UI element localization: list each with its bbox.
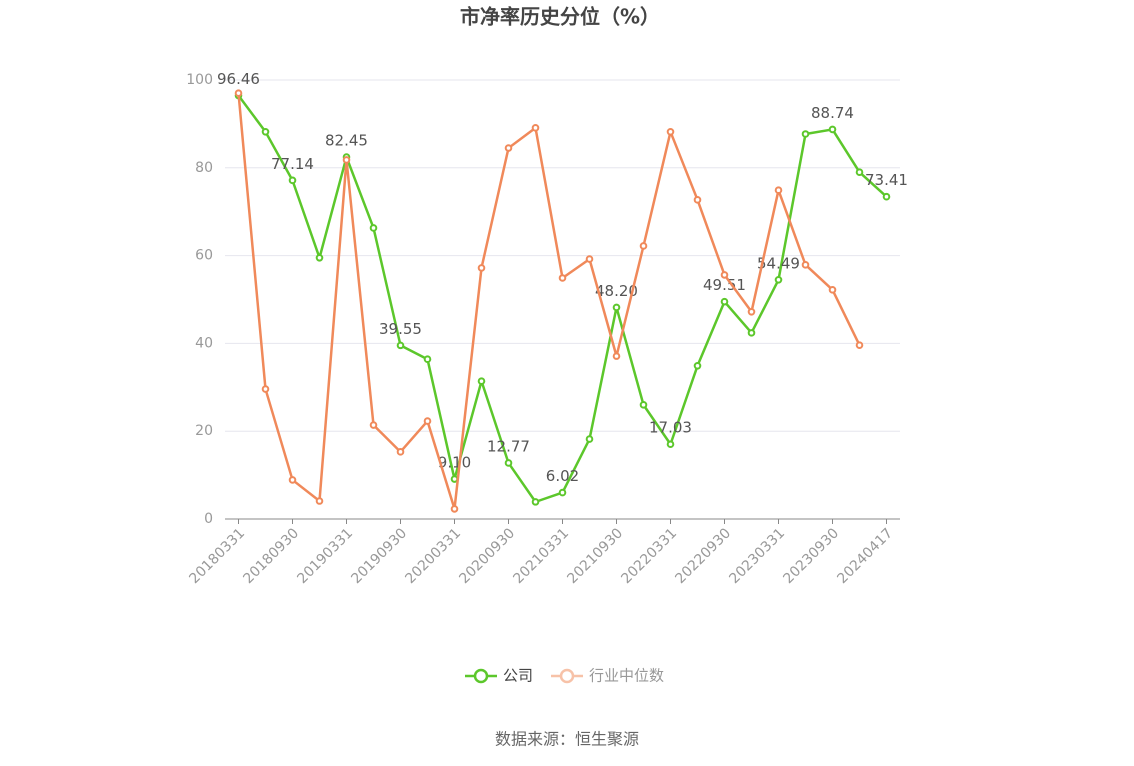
- x-tick-label: 20190331: [294, 525, 356, 587]
- data-label: 88.74: [811, 104, 854, 122]
- data-point: [531, 498, 540, 506]
- legend-item[interactable]: 公司: [465, 667, 533, 685]
- data-point: [882, 192, 891, 201]
- y-tick-label: 20: [195, 423, 213, 439]
- y-tick-label: 0: [204, 511, 213, 527]
- data-point: [558, 274, 567, 282]
- data-point: [531, 124, 540, 132]
- x-tick-label: 20200331: [402, 525, 464, 587]
- chart-title: 市净率历史分位（%）: [460, 5, 660, 29]
- data-point: [369, 224, 378, 232]
- data-point: [477, 264, 486, 272]
- data-point: [747, 307, 756, 316]
- x-tick-label: 20230930: [780, 525, 842, 587]
- source-note: 数据来源：恒生聚源: [495, 730, 639, 749]
- data-point: [261, 128, 270, 136]
- data-point: [855, 168, 864, 176]
- data-point: [855, 341, 864, 349]
- series-line: [237, 93, 861, 511]
- legend-item[interactable]: 行业中位数: [551, 667, 664, 685]
- data-point: [396, 448, 405, 456]
- y-tick-label: 100: [186, 72, 213, 88]
- data-point: [288, 176, 297, 185]
- data-point: [558, 488, 567, 497]
- data-point: [261, 385, 270, 393]
- data-label: 17.03: [649, 419, 692, 437]
- data-label: 12.77: [487, 437, 530, 455]
- data-point: [828, 286, 837, 294]
- x-tick-label: 20220331: [618, 525, 680, 587]
- data-point: [801, 261, 810, 269]
- data-label: 6.02: [546, 467, 579, 485]
- data-point: [288, 476, 297, 484]
- data-point: [315, 253, 324, 262]
- data-point: [747, 329, 756, 337]
- data-point: [774, 186, 783, 194]
- x-tick-label: 20220930: [672, 525, 734, 587]
- data-point: [585, 435, 594, 443]
- data-label: 49.51: [703, 276, 746, 294]
- x-tick-label: 20200930: [456, 525, 518, 587]
- data-point: [801, 130, 810, 138]
- x-tick-label: 20180331: [186, 525, 248, 587]
- data-label: 54.49: [757, 254, 800, 272]
- data-point: [666, 440, 675, 449]
- data-point: [315, 497, 324, 505]
- data-point: [585, 255, 594, 263]
- data-label: 9.10: [438, 454, 471, 472]
- data-point: [612, 352, 621, 360]
- data-point: [639, 401, 648, 409]
- y-tick-label: 60: [195, 248, 213, 264]
- data-point: [504, 144, 513, 152]
- x-tick-label: 20210331: [510, 525, 572, 587]
- data-label: 48.20: [595, 282, 638, 300]
- data-point: [693, 196, 702, 204]
- x-tick-label: 20240417: [834, 525, 896, 587]
- legend-label: 公司: [503, 667, 533, 685]
- data-point: [342, 156, 351, 164]
- x-tick-label: 20180930: [240, 525, 302, 587]
- data-point: [423, 417, 432, 425]
- data-point: [234, 89, 243, 97]
- data-point: [369, 421, 378, 429]
- x-tick-label: 20210930: [564, 525, 626, 587]
- data-label: 73.41: [865, 171, 908, 189]
- data-label: 39.55: [379, 320, 422, 338]
- data-point: [423, 355, 432, 364]
- data-point: [639, 242, 648, 250]
- legend-marker: [559, 668, 575, 684]
- data-point: [666, 128, 675, 136]
- x-tick-label: 20230331: [726, 525, 788, 587]
- legend-marker: [473, 668, 489, 684]
- legend-label: 行业中位数: [589, 667, 664, 685]
- data-point: [450, 505, 459, 513]
- data-point: [693, 361, 702, 370]
- data-point: [720, 271, 729, 279]
- data-point: [828, 125, 837, 134]
- data-point: [720, 297, 729, 306]
- y-tick-label: 40: [195, 335, 213, 351]
- data-label: 82.45: [325, 132, 368, 150]
- x-tick-label: 20190930: [348, 525, 410, 587]
- data-label: 77.14: [271, 155, 314, 173]
- data-point: [396, 341, 405, 350]
- data-point: [774, 275, 783, 284]
- data-point: [612, 303, 621, 312]
- data-label: 96.46: [217, 70, 260, 88]
- y-tick-label: 80: [195, 160, 213, 176]
- data-point: [477, 377, 486, 385]
- data-point: [504, 459, 513, 467]
